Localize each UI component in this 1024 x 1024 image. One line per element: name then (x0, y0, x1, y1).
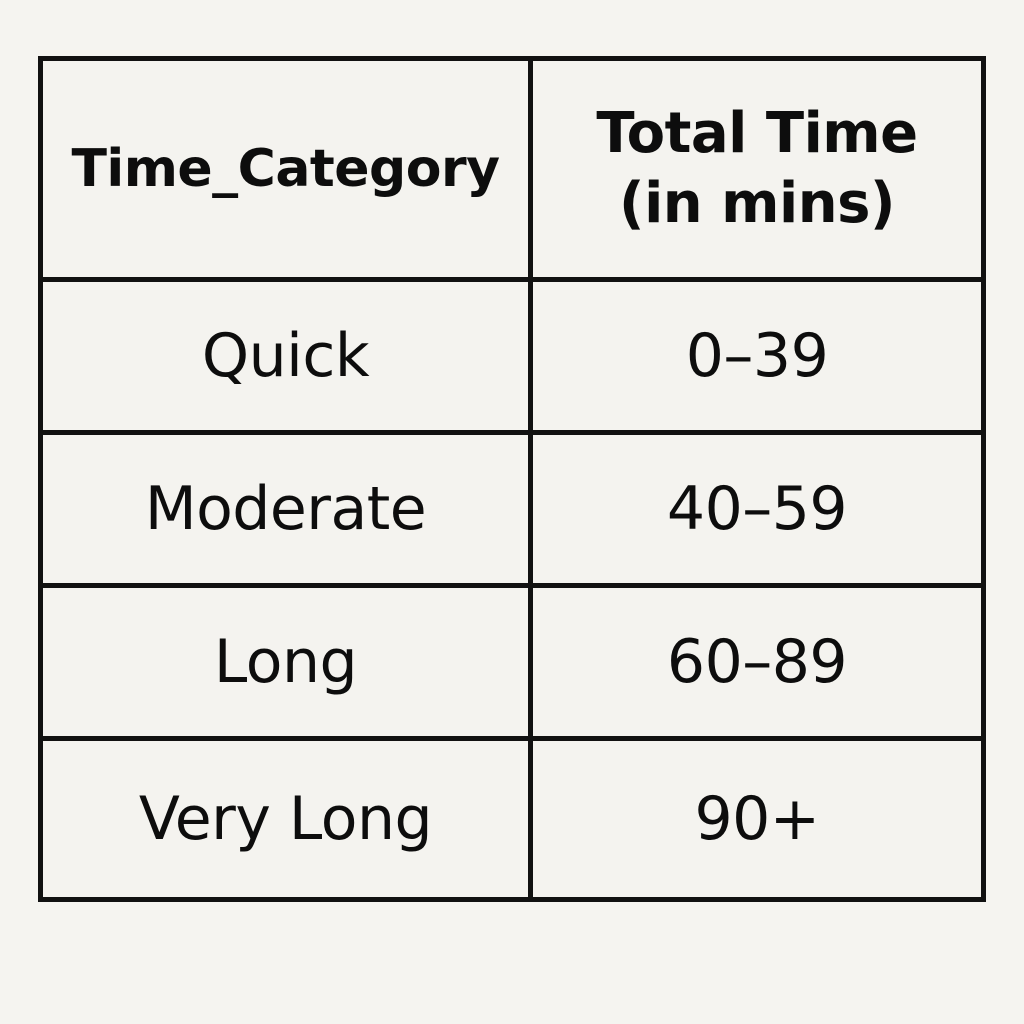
table-cell-time: 60–89 (533, 588, 981, 741)
cell-text: 60–89 (666, 627, 848, 697)
table-cell-time: 90+ (533, 741, 981, 897)
cell-text: Quick (201, 321, 370, 391)
cell-text: 0–39 (685, 321, 829, 391)
table-grid: Time_Category Total Time (in mins) Quick… (43, 61, 981, 897)
cell-text: 90+ (694, 784, 820, 854)
header-label: Total Time (in mins) (596, 101, 918, 236)
cell-text: Very Long (138, 784, 433, 854)
table-cell-category: Quick (43, 282, 533, 435)
table-cell-category: Very Long (43, 741, 533, 897)
header-total-time: Total Time (in mins) (533, 61, 981, 282)
cell-text: Long (213, 627, 358, 697)
cell-text: Moderate (144, 474, 427, 544)
table-cell-time: 0–39 (533, 282, 981, 435)
table-cell-time: 40–59 (533, 435, 981, 588)
header-label: Time_Category (71, 138, 500, 199)
cell-text: 40–59 (666, 474, 848, 544)
time-category-table: Time_Category Total Time (in mins) Quick… (38, 56, 986, 902)
header-time-category: Time_Category (43, 61, 533, 282)
table-cell-category: Long (43, 588, 533, 741)
table-cell-category: Moderate (43, 435, 533, 588)
